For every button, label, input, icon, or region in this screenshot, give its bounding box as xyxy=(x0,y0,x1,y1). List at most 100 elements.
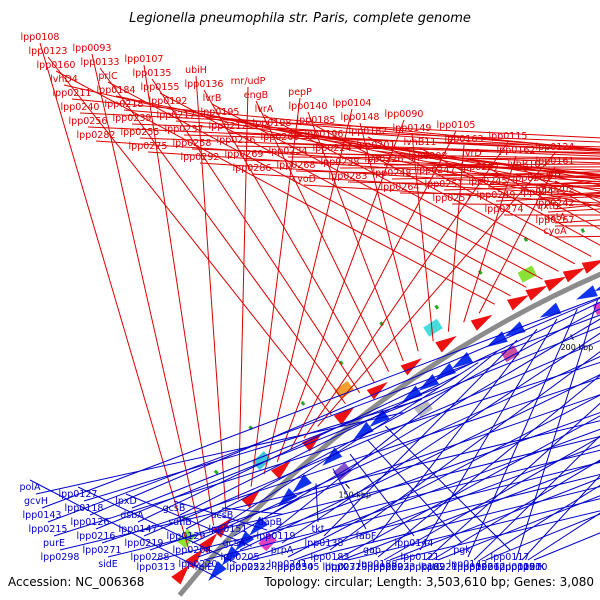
label-leader-line xyxy=(35,412,404,495)
label-leader-line xyxy=(371,328,538,544)
gene-label: lpp0198 xyxy=(253,118,292,129)
gene-label: lvhB11 xyxy=(404,137,437,148)
gene-label: qxtA xyxy=(544,212,566,223)
gene-label: lvrA xyxy=(255,104,274,115)
label-leader-line xyxy=(341,460,600,561)
gene-label: lpp0147 xyxy=(119,524,158,535)
reverse-gene-arrow xyxy=(235,531,255,551)
gene-label: sdhB xyxy=(168,517,192,528)
label-leader-line xyxy=(115,95,600,199)
gene-label: dsbA xyxy=(120,510,144,521)
reverse-gene-arrow xyxy=(594,286,600,292)
label-leader-line xyxy=(279,142,600,155)
label-leader-line xyxy=(419,318,558,551)
gene-label: gcvH xyxy=(24,496,48,507)
label-leader-line xyxy=(425,402,600,561)
label-leader-line xyxy=(347,498,600,561)
label-leader-line xyxy=(155,449,600,561)
gene-label: lpp0117 xyxy=(491,552,530,563)
label-leader-line xyxy=(276,119,405,463)
gene-label: lpp0255 xyxy=(121,127,160,138)
label-leader-line xyxy=(411,133,434,342)
gene-label: lpp0204 xyxy=(173,545,212,556)
label-leader-line xyxy=(123,109,600,150)
label-leader-line xyxy=(137,301,600,523)
misc-feature-block xyxy=(500,345,520,363)
gene-label: lpp0160 xyxy=(37,60,76,71)
gene-label: lpp0224 xyxy=(313,143,352,154)
rna-feature-mark xyxy=(580,228,585,234)
label-leader-line xyxy=(427,161,600,176)
label-leader-line xyxy=(211,103,543,280)
gene-label: lpp0268 xyxy=(277,160,316,171)
rna-feature-mark xyxy=(300,400,306,406)
gene-label: lpp0208 xyxy=(409,151,448,162)
gene-label: engB xyxy=(244,90,268,101)
forward-gene-arrow xyxy=(333,406,355,425)
gene-label: lpp0226 xyxy=(365,154,404,165)
gene-label: lpp0203 xyxy=(513,173,552,184)
reverse-gene-arrow xyxy=(486,331,508,348)
misc-feature-block xyxy=(517,265,537,283)
misc-feature-block xyxy=(414,399,433,418)
label-leader-line xyxy=(185,308,600,530)
gene-label: lpp0247 xyxy=(417,165,456,176)
label-leader-line xyxy=(79,112,600,139)
gene-label: lpp0104 xyxy=(333,98,372,109)
gene-label: lpxD xyxy=(115,496,137,507)
label-leader-line xyxy=(467,308,578,558)
gene-label: lpp0205 xyxy=(221,552,260,563)
gene-label: lpp0105 xyxy=(437,120,476,131)
label-leader-line xyxy=(195,75,227,513)
gene-label: lpp0217 xyxy=(157,110,196,121)
gene-label: rhlE xyxy=(195,562,213,573)
label-leader-line xyxy=(139,137,600,157)
gene-label: lvrD xyxy=(462,148,481,159)
gene-label: lpp0115 xyxy=(489,131,528,142)
gene-label: lpp0124 xyxy=(536,142,575,153)
label-leader-line xyxy=(149,394,600,551)
gene-label: lpp0241 xyxy=(269,559,308,570)
gene-label: lpp0209 xyxy=(261,132,300,143)
label-leader-line xyxy=(287,156,600,160)
gene-label: lpp0184 xyxy=(97,85,136,96)
label-leader-line xyxy=(143,340,600,537)
gene-labels: lpp0108 lpp0093 lpp0107 ubiH rnr/udP pepP lpp0… xyxy=(20,32,575,573)
gene-label: lpp0253 xyxy=(227,562,266,573)
gene-label: lpp0121 xyxy=(401,552,440,563)
gene-label: lpp0245 xyxy=(469,176,508,187)
label-leader-line xyxy=(47,314,600,523)
label-leader-line xyxy=(143,64,215,526)
label-leader-line xyxy=(59,420,600,551)
gene-label: lpp0234 xyxy=(269,146,308,157)
gene-label: lpp0257 xyxy=(433,193,472,204)
gene-label: lpp0135 xyxy=(133,68,172,79)
label-leader-line xyxy=(255,100,390,372)
gene-label: lpp0126 xyxy=(71,517,110,528)
gene-label: lpp0161 xyxy=(536,156,575,167)
gene-label: lpp0201 xyxy=(357,140,396,151)
misc-feature-block xyxy=(258,532,277,552)
gene-label: lpp0272 xyxy=(323,562,362,573)
gene-label: lpp0250 xyxy=(365,562,404,573)
gene-label: fabF xyxy=(356,531,377,542)
label-leader-line xyxy=(339,166,600,169)
scale-tick-mark xyxy=(570,334,574,341)
label-leader-line xyxy=(471,158,600,230)
gene-label: lpp0305 xyxy=(281,562,320,573)
label-leader-line xyxy=(383,163,600,166)
genome-stats-text: Topology: circular; Length: 3,503,610 bp… xyxy=(263,575,594,589)
reverse-gene-arrow xyxy=(277,487,298,508)
gene-label: lpp0313 xyxy=(137,562,176,573)
reverse-gene-arrow xyxy=(249,516,269,536)
label-leader-line xyxy=(251,473,600,561)
gene-label: lpp0107 xyxy=(125,54,164,65)
gene-label: lpp0118 xyxy=(65,503,104,514)
gene-label: tkt xyxy=(312,524,325,535)
gene-label: polA xyxy=(20,482,41,493)
label-leader-line xyxy=(41,296,600,509)
gene-label: dapB xyxy=(258,517,282,528)
gene-label: acsB xyxy=(211,510,234,521)
gene-label: lvhB10 xyxy=(508,159,541,170)
gene-label: lpp0151 xyxy=(209,524,248,535)
